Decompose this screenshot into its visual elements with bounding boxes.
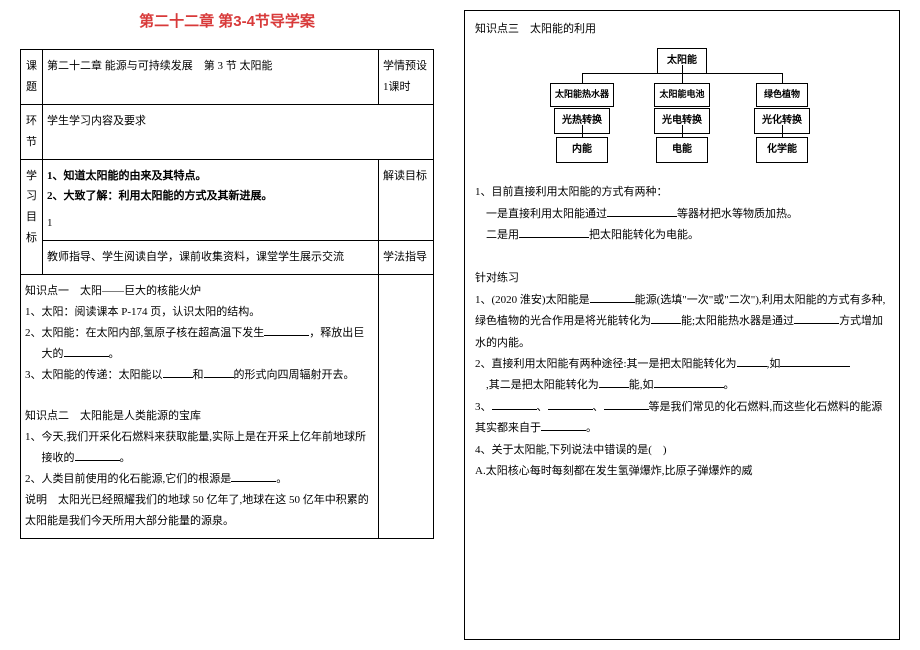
node-b2: 电能 <box>656 137 708 163</box>
row-label-goals: 学习目标 <box>21 159 43 275</box>
node-b3: 化学能 <box>756 137 808 163</box>
q1-line2: 一是直接利用太阳能通过等器材把水等物质加热。 <box>475 204 889 225</box>
goal-num: 1 <box>47 213 374 234</box>
goal-1: 1、知道太阳能的由来及其特点。 <box>47 166 374 187</box>
node-m2: 太阳能电池 <box>654 83 710 107</box>
kp2-heading: 知识点二 太阳能是人类能源的宝库 <box>25 406 374 427</box>
practice-4a: A.太阳核心每时每刻都在发生氢弹爆炸,比原子弹爆炸的威 <box>475 461 889 482</box>
kp3-heading: 知识点三 太阳能的利用 <box>475 19 889 40</box>
kp1-l2: 2、太阳能：在太阳内部,氢原子核在超高温下发生，释放出巨大的。 <box>25 323 374 365</box>
kp-side-empty <box>379 275 434 539</box>
goal-2: 2、大致了解：利用太阳能的方式及其新进展。 <box>47 186 374 207</box>
kp1-heading: 知识点一 太阳——巨大的核能火炉 <box>25 281 374 302</box>
left-page: 第二十二章 第3-4节导学案 课题 第二十二章 能源与可持续发展 第 3 节 太… <box>20 10 434 640</box>
document-title: 第二十二章 第3-4节导学案 <box>20 10 434 31</box>
topic-content: 第二十二章 能源与可持续发展 第 3 节 太阳能 <box>43 50 379 105</box>
q1-line3: 二是用把太阳能转化为电能。 <box>475 225 889 246</box>
node-b1: 内能 <box>556 137 608 163</box>
practice-4: 4、关于太阳能,下列说法中错误的是( ) <box>475 440 889 461</box>
q1-line1: 1、目前直接利用太阳能的方式有两种： <box>475 182 889 203</box>
right-page: 知识点三 太阳能的利用 太阳能 太阳能热水器 太阳能电池 绿色植物 光热转换 光… <box>464 10 900 640</box>
kp1-l3: 3、太阳能的传递：太阳能以和的形式向四周辐射开去。 <box>25 365 374 386</box>
practice-2b: ,其二是把太阳能转化为能,如。 <box>475 375 889 396</box>
solar-diagram: 太阳能 太阳能热水器 太阳能电池 绿色植物 光热转换 光电转换 光化转换 内能 … <box>542 48 822 168</box>
topic-side: 学情预设1课时 <box>379 50 434 105</box>
knowledge-points: 知识点一 太阳——巨大的核能火炉 1、太阳：阅读课本 P-174 页，认识太阳的… <box>21 275 379 539</box>
row-label-topic: 课题 <box>21 50 43 105</box>
goals-content: 1、知道太阳能的由来及其特点。 2、大致了解：利用太阳能的方式及其新进展。 1 <box>43 159 379 241</box>
goals-side: 解读目标 <box>379 159 434 241</box>
practice-3: 3、、、等是我们常见的化石燃料,而这些化石燃料的能源其实都来自于。 <box>475 397 889 440</box>
kp2-exp: 说明 太阳光已经照耀我们的地球 50 亿年了,地球在这 50 亿年中积累的太阳能… <box>25 490 374 532</box>
kp1-l1: 1、太阳：阅读课本 P-174 页，认识太阳的结构。 <box>25 302 374 323</box>
lesson-plan-table: 课题 第二十二章 能源与可持续发展 第 3 节 太阳能 学情预设1课时 环节 学… <box>20 49 434 539</box>
node-m1: 太阳能热水器 <box>550 83 614 107</box>
practice-heading: 针对练习 <box>475 268 889 289</box>
node-m3: 绿色植物 <box>756 83 808 107</box>
kp2-l2: 2、人类目前使用的化石能源,它们的根源是。 <box>25 469 374 490</box>
method-side: 学法指导 <box>379 241 434 275</box>
practice-2: 2、直接利用太阳能有两种途径:其一是把太阳能转化为,如 <box>475 354 889 375</box>
section-content: 学生学习内容及要求 <box>43 104 434 159</box>
practice-1: 1、(2020 淮安)太阳能是能源(选填"一次"或"二次"),利用太阳能的方式有… <box>475 290 889 354</box>
kp2-l1: 1、今天,我们开采化石燃料来获取能量,实际上是在开采上亿年前地球所接收的。 <box>25 427 374 469</box>
row-label-section: 环节 <box>21 104 43 159</box>
method-content: 教师指导、学生阅读自学，课前收集资料，课堂学生展示交流 <box>43 241 379 275</box>
